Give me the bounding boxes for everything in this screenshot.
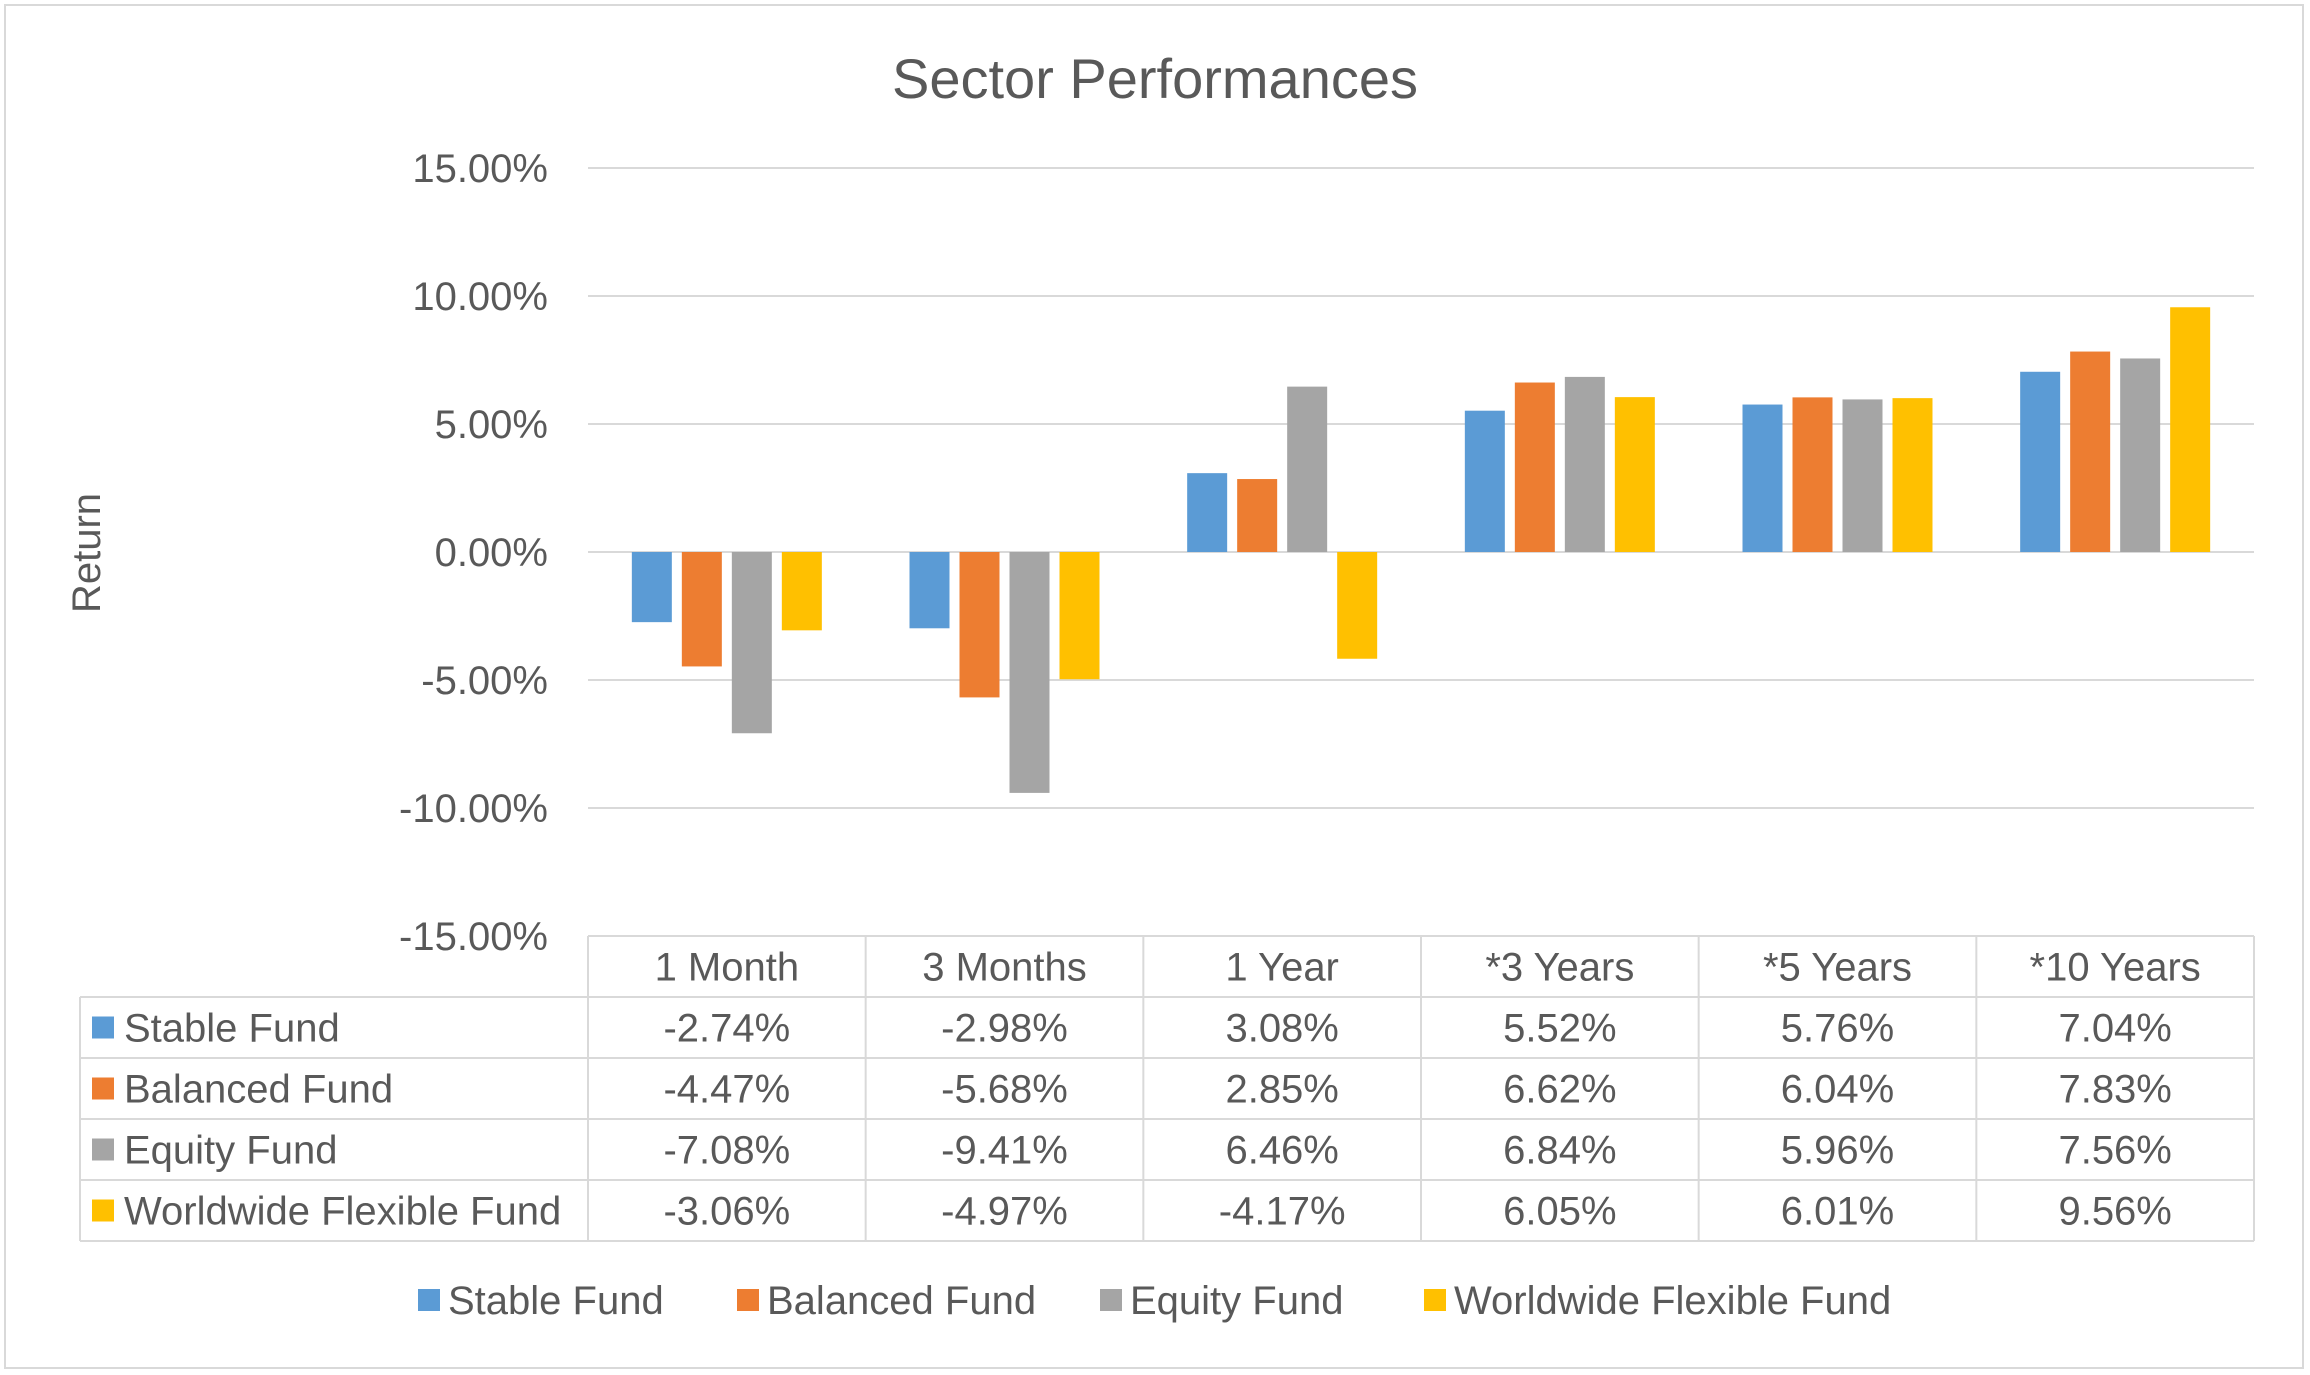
data-label: -2.74% xyxy=(663,1007,790,1051)
table-legend-key xyxy=(92,1077,114,1100)
bar xyxy=(2070,351,2111,552)
legend-label: Equity Fund xyxy=(1130,1279,1343,1323)
data-label: -5.68% xyxy=(941,1068,1068,1112)
bar xyxy=(1742,404,1783,552)
data-label: 5.76% xyxy=(1781,1007,1894,1051)
legend-swatch xyxy=(418,1289,440,1311)
category-label: *3 Years xyxy=(1485,946,1634,990)
bar xyxy=(2170,307,2211,552)
data-label: 2.85% xyxy=(1225,1068,1338,1112)
data-label: 7.04% xyxy=(2058,1007,2171,1051)
legend: Stable Fund Balanced Fund Equity Fund World… xyxy=(418,1279,1891,1323)
data-label: 5.96% xyxy=(1781,1129,1894,1173)
y-tick-label: -10.00% xyxy=(399,787,548,831)
category-label: 1 Year xyxy=(1225,946,1338,990)
category-label: 1 Month xyxy=(655,946,800,990)
y-axis-label: Return xyxy=(65,493,109,613)
bar xyxy=(1187,473,1228,552)
y-tick-label: -15.00% xyxy=(399,915,548,959)
bar xyxy=(781,552,822,631)
bar xyxy=(1564,376,1605,552)
y-tick-label: -5.00% xyxy=(421,659,548,703)
bar xyxy=(1792,397,1833,552)
data-label: -4.47% xyxy=(663,1068,790,1112)
bars xyxy=(631,307,2211,793)
chart-frame xyxy=(4,4,2304,1369)
y-axis-ticks: 15.00% 10.00% 5.00% 0.00% -5.00% -10.00% -15.0… xyxy=(399,147,548,959)
data-label: -2.98% xyxy=(941,1007,1068,1051)
bar xyxy=(959,552,1000,698)
data-label: 6.46% xyxy=(1225,1129,1338,1173)
category-label: *10 Years xyxy=(2030,946,2201,990)
bar xyxy=(1842,399,1883,552)
bar xyxy=(1892,398,1933,552)
legend-swatch xyxy=(1424,1289,1446,1311)
data-label: -9.41% xyxy=(941,1129,1068,1173)
data-label: 6.84% xyxy=(1503,1129,1616,1173)
data-table: 1 Month 3 Months 1 Year *3 Years *5 Years *10… xyxy=(79,935,2255,1242)
data-label: 7.56% xyxy=(2058,1129,2171,1173)
y-tick-label: 5.00% xyxy=(435,403,548,447)
table-series-name: Balanced Fund xyxy=(124,1068,393,1112)
data-label: 6.62% xyxy=(1503,1068,1616,1112)
y-tick-label: 15.00% xyxy=(412,147,548,191)
data-label: 7.83% xyxy=(2058,1068,2171,1112)
bar xyxy=(681,552,722,667)
bar xyxy=(2120,358,2161,552)
data-label: 9.56% xyxy=(2058,1190,2171,1234)
legend-swatch xyxy=(737,1289,759,1311)
bar xyxy=(1337,552,1378,659)
chart-title: Sector Performances xyxy=(892,47,1418,110)
data-label: -4.17% xyxy=(1219,1190,1346,1234)
bar xyxy=(1514,382,1555,552)
legend-label: Stable Fund xyxy=(448,1279,664,1323)
y-tick-label: 10.00% xyxy=(412,275,548,319)
legend-label: Worldwide Flexible Fund xyxy=(1454,1279,1891,1323)
category-label: 3 Months xyxy=(922,946,1087,990)
data-label: -7.08% xyxy=(663,1129,790,1173)
legend-swatch xyxy=(1100,1289,1122,1311)
table-series-name: Equity Fund xyxy=(124,1129,337,1173)
table-series-name: Worldwide Flexible Fund xyxy=(124,1190,561,1234)
bar xyxy=(1614,397,1655,552)
data-label: 6.05% xyxy=(1503,1190,1616,1234)
bar xyxy=(1009,552,1050,793)
data-label: 3.08% xyxy=(1225,1007,1338,1051)
bar xyxy=(631,552,672,623)
table-legend-key xyxy=(92,1138,114,1161)
table-series-name: Stable Fund xyxy=(124,1007,340,1051)
gridlines xyxy=(588,167,2254,809)
data-label: -4.97% xyxy=(941,1190,1068,1234)
bar xyxy=(1059,552,1100,680)
bar xyxy=(909,552,950,629)
legend-label: Balanced Fund xyxy=(767,1279,1036,1323)
bar xyxy=(731,552,772,734)
y-tick-label: 0.00% xyxy=(435,531,548,575)
table-legend-key xyxy=(92,1016,114,1039)
category-label: *5 Years xyxy=(1763,946,1912,990)
data-label: 5.52% xyxy=(1503,1007,1616,1051)
data-label: 6.01% xyxy=(1781,1190,1894,1234)
data-label: -3.06% xyxy=(663,1190,790,1234)
bar xyxy=(1464,410,1505,552)
bar xyxy=(1287,386,1328,552)
table-legend-key xyxy=(92,1199,114,1222)
bar xyxy=(1237,479,1278,552)
bar xyxy=(2020,371,2061,552)
data-label: 6.04% xyxy=(1781,1068,1894,1112)
